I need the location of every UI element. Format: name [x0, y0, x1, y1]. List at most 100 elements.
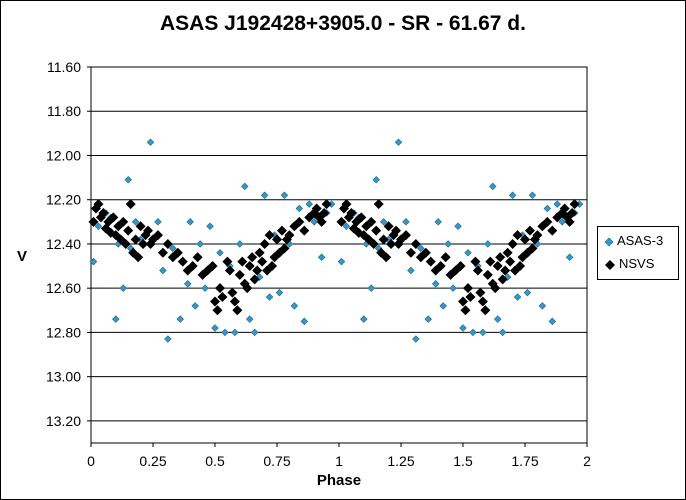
data-point-nsvs — [152, 230, 163, 241]
data-point-nsvs — [472, 265, 483, 276]
data-point-nsvs — [569, 199, 580, 210]
data-point-nsvs — [264, 230, 275, 241]
data-point-nsvs — [133, 252, 144, 263]
data-point-nsvs — [229, 296, 240, 307]
data-point-asas3 — [459, 324, 467, 332]
data-point-asas3 — [407, 266, 415, 275]
data-point-asas3 — [379, 218, 388, 226]
data-point-nsvs — [440, 252, 451, 263]
data-point-asas3 — [260, 191, 269, 200]
data-point-nsvs — [108, 212, 119, 223]
data-point-nsvs — [336, 216, 347, 227]
y-tick-label: 12.80 — [46, 324, 81, 340]
data-point-asas3 — [255, 273, 264, 281]
data-point-nsvs — [252, 265, 263, 276]
data-point-nsvs — [465, 292, 476, 303]
data-point-nsvs — [378, 234, 389, 245]
data-point-asas3 — [439, 302, 447, 310]
x-tick-label: 1.5 — [453, 453, 473, 469]
data-point-asas3 — [241, 182, 249, 191]
data-point-nsvs — [532, 230, 543, 241]
data-point-nsvs — [259, 238, 270, 249]
data-point-asas3 — [176, 315, 185, 323]
data-point-nsvs — [217, 292, 228, 303]
data-point-nsvs — [224, 265, 235, 276]
data-point-asas3 — [372, 176, 380, 184]
data-point-nsvs — [515, 261, 526, 272]
data-point-asas3 — [245, 315, 254, 323]
data-point-nsvs — [482, 269, 493, 280]
x-tick-label: 1.75 — [511, 453, 538, 469]
data-point-nsvs — [187, 261, 198, 272]
data-point-nsvs — [125, 199, 136, 210]
data-point-asas3 — [201, 284, 209, 292]
chart-title: ASAS J192428+3905.0 - SR - 61.67 d. — [160, 12, 526, 35]
data-point-nsvs — [490, 283, 501, 294]
data-point-nsvs — [492, 261, 503, 272]
data-point-nsvs — [527, 243, 538, 254]
data-point-nsvs — [254, 247, 265, 258]
data-point-nsvs — [93, 199, 104, 210]
x-tick-label: 0.25 — [139, 453, 166, 469]
data-point-asas3 — [164, 335, 172, 343]
data-point-nsvs — [475, 287, 486, 298]
data-point-nsvs — [88, 216, 99, 227]
data-points — [88, 138, 584, 343]
data-point-asas3 — [558, 218, 566, 226]
data-point-asas3 — [508, 191, 517, 200]
data-point-asas3 — [543, 204, 552, 213]
data-point-nsvs — [405, 247, 416, 258]
data-point-nsvs — [299, 225, 310, 236]
data-point-nsvs — [138, 238, 149, 249]
legend: ASAS-3 NSVS — [597, 226, 679, 280]
data-point-asas3 — [250, 328, 259, 337]
data-point-nsvs — [123, 225, 134, 236]
data-point-asas3 — [444, 240, 452, 248]
data-point-asas3 — [154, 218, 162, 226]
data-point-asas3 — [119, 284, 127, 292]
data-point-nsvs — [130, 234, 141, 245]
data-point-asas3 — [431, 280, 440, 288]
data-point-nsvs — [162, 238, 173, 249]
data-point-nsvs — [520, 234, 530, 245]
data-point-asas3 — [159, 266, 167, 275]
data-point-asas3 — [196, 240, 204, 248]
data-point-nsvs — [502, 247, 513, 258]
x-tick-label: 0 — [87, 453, 95, 469]
legend-item-nsvs: NSVS — [604, 256, 654, 271]
data-point-nsvs — [237, 256, 248, 267]
data-point-nsvs — [497, 274, 508, 285]
data-point-nsvs — [391, 225, 402, 236]
data-point-asas3 — [493, 315, 502, 323]
y-axis-label: V — [17, 248, 27, 265]
data-point-asas3 — [305, 200, 313, 208]
data-point-asas3 — [300, 317, 309, 326]
data-point-asas3 — [538, 302, 547, 310]
data-point-asas3 — [191, 302, 199, 310]
data-point-asas3 — [186, 218, 194, 226]
x-tick-label: 0.75 — [263, 453, 290, 469]
x-tick-label: 2 — [583, 453, 591, 469]
data-point-nsvs — [400, 230, 411, 241]
data-point-nsvs — [249, 274, 260, 285]
data-point-nsvs — [559, 203, 570, 214]
data-point-asas3 — [484, 240, 492, 248]
data-point-nsvs — [505, 256, 516, 267]
data-point-asas3 — [275, 288, 284, 297]
data-point-asas3 — [295, 204, 304, 213]
data-point-asas3 — [221, 328, 229, 337]
data-point-nsvs — [247, 252, 258, 263]
data-point-nsvs — [242, 283, 253, 294]
data-point-asas3 — [454, 222, 462, 230]
y-tick-label: 12.60 — [46, 280, 81, 296]
data-point-nsvs — [319, 207, 330, 218]
y-tick-label: 12.20 — [46, 192, 81, 208]
data-point-nsvs — [118, 216, 129, 227]
data-point-nsvs — [346, 207, 357, 218]
data-point-nsvs — [366, 216, 377, 227]
data-point-nsvs — [512, 230, 523, 241]
x-tick-label: 1 — [335, 453, 343, 469]
legend-label-nsvs: NSVS — [619, 256, 655, 271]
